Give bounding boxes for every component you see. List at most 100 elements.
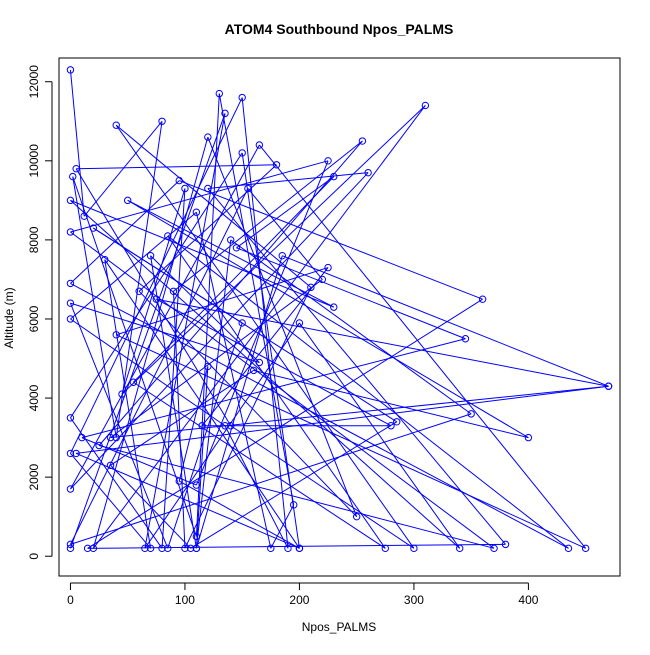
data-point: [146, 252, 155, 260]
series-line-segment: [115, 124, 312, 288]
data-point: [330, 172, 338, 181]
data-point: [478, 295, 487, 303]
data-point: [524, 433, 533, 442]
series-line-segment: [258, 144, 587, 549]
data-point: [66, 196, 75, 205]
series-line-segment: [178, 366, 209, 482]
data-point: [192, 208, 201, 216]
data-series: [66, 66, 613, 553]
data-point: [141, 544, 149, 553]
data-point: [169, 287, 178, 295]
data-point: [192, 544, 201, 553]
series-line-segment: [167, 322, 243, 549]
data-point: [164, 232, 172, 240]
series-line-segment: [150, 255, 197, 549]
series-line-segment: [70, 211, 197, 320]
data-point: [186, 544, 195, 553]
series-line-segment: [144, 322, 300, 549]
data-point: [66, 544, 75, 553]
series-line-segment: [110, 385, 609, 439]
data-point: [192, 481, 201, 489]
series-line-segment: [241, 152, 300, 549]
data-point: [181, 184, 189, 193]
data-point: [238, 319, 246, 327]
series-line-segment: [121, 105, 426, 395]
data-point: [249, 366, 258, 375]
series-line-segment: [110, 279, 323, 439]
series-line-segment: [247, 188, 323, 280]
data-point: [175, 176, 183, 185]
data-point: [66, 540, 75, 549]
data-point: [66, 315, 75, 323]
x-tick-label: 100: [175, 593, 195, 607]
data-point: [192, 532, 201, 541]
series-line-segment: [195, 366, 209, 549]
data-point: [66, 414, 75, 422]
data-point: [198, 422, 206, 430]
data-point: [215, 89, 223, 98]
series-line-segment: [70, 302, 260, 363]
data-point: [175, 477, 183, 485]
series-line-segment: [127, 199, 335, 308]
series-line-segment: [207, 136, 358, 517]
series-line-segment: [70, 453, 151, 549]
data-point: [66, 449, 75, 458]
series-line-segment: [70, 180, 180, 284]
series-line-segment: [167, 235, 386, 549]
data-point: [164, 544, 172, 553]
series-line-segment: [81, 437, 197, 486]
data-point: [278, 252, 286, 260]
data-point: [358, 137, 367, 145]
series-line-segment: [299, 322, 461, 549]
data-point: [490, 544, 498, 553]
series-line-segment: [70, 318, 226, 427]
series-line-segment: [104, 259, 152, 549]
y-tick-label: 12000: [27, 65, 41, 99]
data-point: [255, 141, 264, 149]
series-line-segment: [161, 188, 186, 549]
series-line-segment: [70, 152, 243, 419]
data-point: [381, 544, 389, 553]
y-tick-label: 10000: [27, 144, 41, 178]
series-line-segment: [230, 425, 415, 549]
series-line-segment: [110, 464, 192, 549]
series-line-segment: [173, 140, 363, 292]
data-point: [135, 287, 143, 295]
y-tick-label: 0: [27, 553, 41, 560]
series-line-segment: [224, 425, 289, 549]
series-line-segment: [70, 199, 334, 308]
x-tick-label: 400: [518, 593, 538, 607]
data-point: [267, 544, 275, 553]
data-point: [118, 390, 126, 398]
series-line-segment: [156, 298, 609, 387]
series-line-segment: [236, 247, 466, 340]
y-tick-label: 8000: [27, 226, 41, 253]
series-line-segment: [83, 120, 163, 217]
series-line-segment: [76, 164, 277, 170]
series-line-segment: [195, 255, 283, 549]
x-axis-label: Npos_PALMS: [302, 620, 376, 634]
series-line-segment: [69, 69, 85, 217]
series-line-segment: [70, 144, 260, 490]
series-line-segment: [236, 176, 335, 249]
series-line-segment: [75, 452, 300, 549]
data-point: [238, 93, 246, 102]
series-line-segment: [282, 255, 609, 387]
data-point: [410, 544, 418, 553]
series-line-segment: [133, 176, 335, 383]
series-line-segment: [115, 121, 163, 438]
data-point: [106, 433, 115, 442]
x-tick-label: 300: [404, 593, 424, 607]
plot-frame: [58, 57, 621, 577]
series-line-segment: [70, 199, 461, 549]
data-point: [501, 540, 510, 549]
data-point: [66, 66, 75, 74]
series-line-segment: [69, 113, 226, 549]
x-tick-label: 0: [67, 593, 74, 607]
data-point: [152, 295, 161, 303]
data-point: [69, 172, 77, 181]
chart-title: ATOM4 Southbound Npos_PALMS: [225, 21, 454, 37]
data-point: [255, 358, 264, 367]
data-point: [66, 485, 75, 493]
